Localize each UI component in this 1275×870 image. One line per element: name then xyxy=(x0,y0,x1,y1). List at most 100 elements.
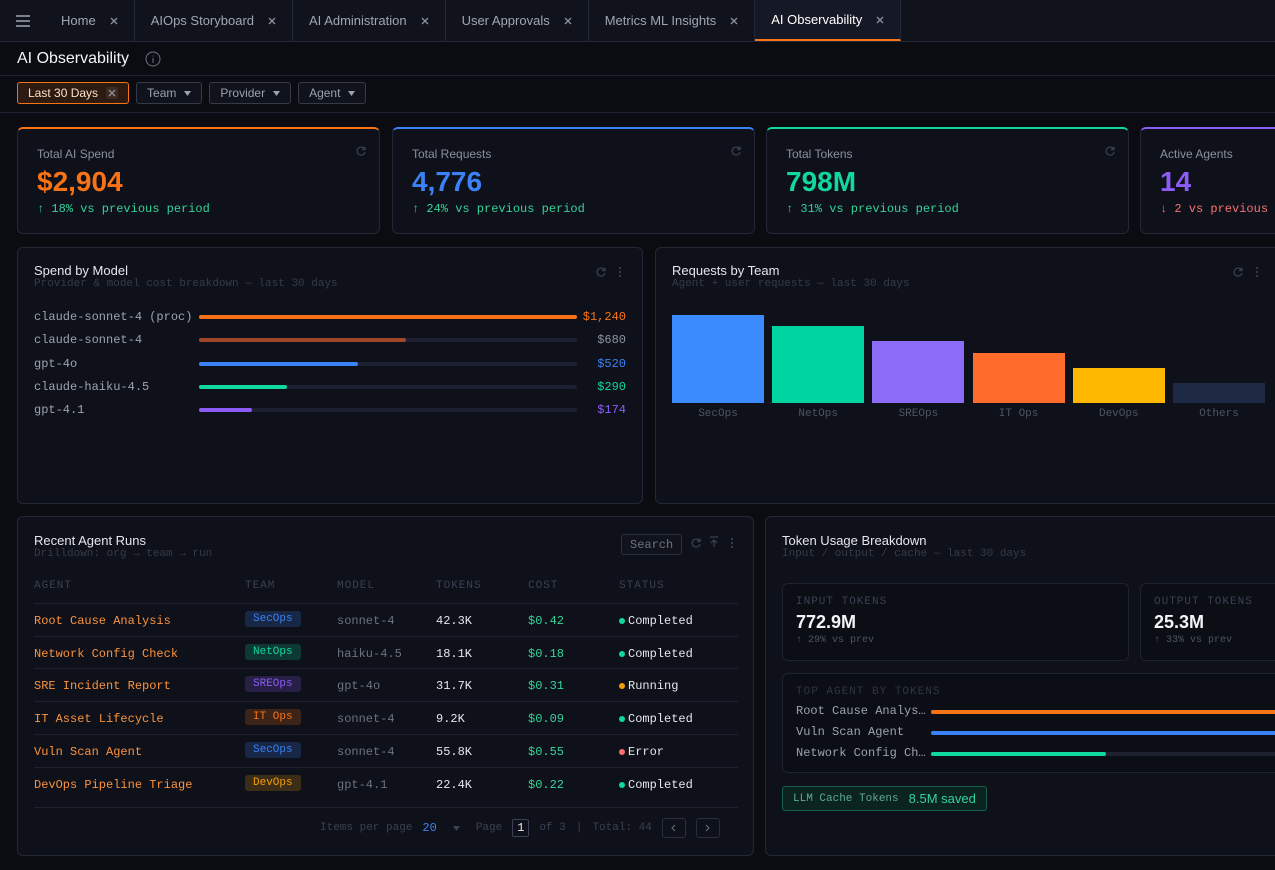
tab-label: AIOps Storyboard xyxy=(150,13,255,28)
filter-label: Agent xyxy=(309,86,341,100)
filter-dropdown[interactable] xyxy=(184,90,192,96)
token-change: ↑ 29% vs prev xyxy=(796,635,875,646)
filter-clear[interactable] xyxy=(106,87,119,99)
filter-chip[interactable]: Last 30 Days xyxy=(17,82,130,104)
team-badge: SecOps xyxy=(245,611,301,627)
filter-label: Last 30 Days xyxy=(28,86,99,100)
model: sonnet-4 xyxy=(337,614,395,628)
bar xyxy=(1173,383,1265,403)
agent-name[interactable]: Network Config Check xyxy=(34,646,179,661)
tab[interactable]: AIOps Storyboard xyxy=(135,0,294,41)
filter-dropdown[interactable] xyxy=(348,90,356,96)
tab-label: Home xyxy=(61,13,96,28)
column-header: TOKENS xyxy=(436,580,482,592)
filter-bar: Last 30 Days Team Provider Agent xyxy=(0,76,1275,113)
cache-label: LLM Cache Tokens xyxy=(793,792,899,805)
refresh-icon[interactable] xyxy=(730,144,742,162)
filter-chip[interactable]: Team xyxy=(136,82,203,104)
column-header: COST xyxy=(528,580,559,592)
agent-name[interactable]: SRE Incident Report xyxy=(34,679,171,694)
agent-name[interactable]: DevOps Pipeline Triage xyxy=(34,777,193,792)
panel-subtitle: Drilldown: org → team → run xyxy=(34,548,213,560)
tab-close[interactable] xyxy=(730,17,738,25)
items-per-page[interactable]: 20 xyxy=(422,821,437,835)
menu-icon[interactable] xyxy=(618,265,622,283)
tab-close[interactable] xyxy=(421,17,429,25)
next-page[interactable] xyxy=(695,818,720,838)
tab-label: AI Administration xyxy=(309,13,407,28)
tab-close[interactable] xyxy=(564,17,572,25)
column-header: STATUS xyxy=(619,580,665,592)
kpi-label: Active Agents xyxy=(1160,147,1233,161)
refresh-icon[interactable] xyxy=(1104,144,1116,162)
filter-label: Provider xyxy=(220,86,266,100)
token-label: INPUT TOKENS xyxy=(796,596,888,608)
cache-chip: LLM Cache Tokens 8.5M saved xyxy=(782,786,987,811)
top-agents-box: TOP AGENT BY TOKENS Root Cause Analys… Vul… xyxy=(782,673,1275,773)
bar xyxy=(931,710,1275,714)
kpi-change: ↓ 2 vs previous period xyxy=(1160,202,1275,216)
filter-chip[interactable]: Agent xyxy=(298,82,367,104)
agent-name[interactable]: Root Cause Analysis xyxy=(34,614,171,628)
filter-chip[interactable]: Provider xyxy=(209,82,292,104)
refresh-icon[interactable] xyxy=(355,144,367,162)
token-card: OUTPUT TOKENS 25.3M ↑ 33% vs prev xyxy=(1140,583,1275,661)
team-badge: SREOps xyxy=(245,676,301,693)
menu-icon[interactable] xyxy=(730,536,734,554)
value-label: $680 xyxy=(597,333,626,348)
value-label: $174 xyxy=(597,403,626,418)
agent-label: Root Cause Analys… xyxy=(796,704,926,718)
tab[interactable]: Metrics ML Insights xyxy=(589,0,756,41)
token-change: ↑ 33% vs prev xyxy=(1154,635,1233,646)
agent-name[interactable]: Vuln Scan Agent xyxy=(34,744,143,759)
total: Total: 44 xyxy=(592,822,652,834)
panel-title: Recent Agent Runs xyxy=(34,533,147,548)
page-input[interactable]: 1 xyxy=(512,819,530,837)
bar xyxy=(199,315,577,319)
menu-icon[interactable] xyxy=(1255,265,1259,283)
value-label: $1,240 xyxy=(582,310,626,324)
kpi-label: Total Requests xyxy=(412,147,492,161)
refresh-icon[interactable] xyxy=(1232,265,1244,283)
status: Completed xyxy=(628,614,693,628)
tab[interactable]: AI Observability xyxy=(755,0,902,41)
search-button[interactable]: Search xyxy=(621,534,683,555)
bar-track xyxy=(199,361,577,366)
panel-subtitle: Input / output / cache — last 30 days xyxy=(782,548,1027,560)
tab[interactable]: AI Administration xyxy=(293,0,446,41)
panel-title: Requests by Team xyxy=(672,263,780,278)
cost: $0.55 xyxy=(528,744,565,759)
team-badge: NetOps xyxy=(245,643,301,660)
status: Completed xyxy=(628,712,693,727)
bar xyxy=(199,408,253,413)
menu-icon[interactable] xyxy=(0,0,45,41)
kpi-card: Total Requests 4,776 ↑ 24% vs previous per… xyxy=(392,127,755,234)
export-icon[interactable] xyxy=(709,535,719,553)
refresh-icon[interactable] xyxy=(595,265,607,283)
filter-dropdown[interactable] xyxy=(273,90,281,96)
kpi-value: $2,904 xyxy=(37,166,123,197)
column-header: TEAM xyxy=(245,580,276,592)
kpi-card: Total AI Spend $2,904 ↑ 18% vs previous pe… xyxy=(17,127,380,234)
token-label: OUTPUT TOKENS xyxy=(1154,596,1253,608)
items-dropdown[interactable] xyxy=(452,825,460,831)
cost: $0.31 xyxy=(528,679,565,694)
model-label: gpt-4o xyxy=(34,356,78,371)
refresh-icon[interactable] xyxy=(690,536,702,554)
info-icon[interactable] xyxy=(145,51,161,72)
status: Completed xyxy=(628,646,693,661)
kpi-value: 4,776 xyxy=(412,166,483,197)
team-badge: DevOps xyxy=(245,774,301,791)
agent-name[interactable]: IT Asset Lifecycle xyxy=(34,712,164,727)
tab[interactable]: User Approvals xyxy=(446,0,589,41)
section-title: TOP AGENT BY TOKENS xyxy=(796,686,941,698)
tab-close[interactable] xyxy=(110,17,118,25)
bar-track xyxy=(199,384,577,389)
tab-close[interactable] xyxy=(268,17,276,25)
tab-label: User Approvals xyxy=(461,13,550,28)
prev-page[interactable] xyxy=(661,818,686,838)
status-dot xyxy=(619,716,625,723)
tab[interactable]: Home xyxy=(45,0,135,41)
tab-close[interactable] xyxy=(876,16,884,24)
